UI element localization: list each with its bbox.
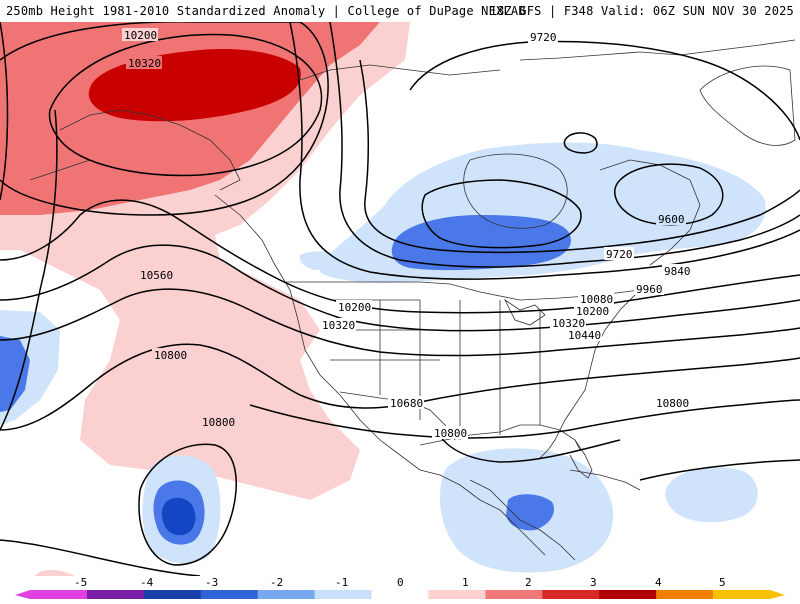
contour-label: 9720 (528, 30, 558, 44)
svg-text:10320: 10320 (552, 317, 585, 330)
colorbar-band (485, 590, 543, 599)
colorbar-band (713, 590, 771, 599)
negative-anomaly-region-7 (161, 497, 196, 536)
svg-text:10200: 10200 (338, 301, 371, 314)
contour-label: 10680 (388, 396, 424, 410)
colorbar-band (656, 590, 714, 599)
svg-text:10200: 10200 (576, 305, 609, 318)
colorbar-tick: -5 (74, 576, 87, 589)
colorbar-band (371, 590, 429, 599)
svg-text:9960: 9960 (636, 283, 663, 296)
contour-label: 10560 (138, 268, 174, 282)
colorbar-tick: 2 (525, 576, 532, 589)
svg-text:10560: 10560 (140, 269, 173, 282)
svg-text:9600: 9600 (658, 213, 685, 226)
colorbar-band (542, 590, 600, 599)
anomaly-colorbar: -5 -4 -3 -2 -1 0 1 2 3 4 5 (0, 576, 800, 600)
positive-anomaly-small (35, 570, 75, 576)
model-run-info: 18Z GFS | F348 Valid: 06Z SUN NOV 30 202… (489, 4, 794, 18)
svg-text:10800: 10800 (656, 397, 689, 410)
colorbar-ticks: -5 -4 -3 -2 -1 0 1 2 3 4 5 (74, 576, 726, 589)
colorbar-band (30, 590, 88, 599)
contour-label: 10800 (654, 396, 690, 410)
svg-text:10080: 10080 (580, 293, 613, 306)
height-contours (0, 22, 800, 576)
colorbar-tick: -3 (205, 576, 218, 589)
colorbar-band (86, 590, 145, 599)
colorbar-band (599, 590, 657, 599)
svg-text:10320: 10320 (322, 319, 355, 332)
svg-text:9720: 9720 (606, 248, 633, 261)
contour-label: 9840 (662, 264, 692, 278)
svg-text:10800: 10800 (154, 349, 187, 362)
svg-text:9840: 9840 (664, 265, 691, 278)
svg-text:10440: 10440 (568, 329, 601, 342)
contour-label: 10320 (550, 316, 586, 330)
map-title: 250mb Height 1981-2010 Standardized Anom… (6, 4, 526, 18)
contour-label: 10200 (336, 300, 372, 314)
colorbar-tick: -2 (270, 576, 283, 589)
svg-text:10320: 10320 (128, 57, 161, 70)
svg-text:10800: 10800 (434, 427, 467, 440)
title-bar: 250mb Height 1981-2010 Standardized Anom… (0, 0, 800, 22)
colorbar-tick: 5 (719, 576, 726, 589)
svg-text:10680: 10680 (390, 397, 423, 410)
contour-label: 10200 (122, 28, 158, 42)
colorbar-band (143, 590, 202, 599)
colorbar-right-arrow (770, 590, 785, 599)
svg-text:9720: 9720 (530, 31, 557, 44)
contour-label: 10800 (200, 415, 236, 429)
svg-text:10200: 10200 (124, 29, 157, 42)
contour-label: 10320 (126, 56, 162, 70)
colorbar-band (257, 590, 316, 599)
contour-label: 9600 (656, 212, 686, 226)
contour-label: 10080 (578, 292, 614, 306)
negative-anomaly-region-11 (299, 251, 341, 270)
colorbar-tick: 3 (590, 576, 597, 589)
anomaly-map: 10200 10320 9720 9600 9720 9840 9960 100… (0, 22, 800, 576)
colorbar-tick: 1 (462, 576, 469, 589)
contour-label: 9960 (634, 282, 664, 296)
colorbar-tick: 0 (397, 576, 404, 589)
colorbar-tick: -4 (140, 576, 154, 589)
contour-label: 10440 (566, 328, 602, 342)
contour-labels: 10200 10320 9720 9600 9720 9840 9960 100… (122, 28, 692, 440)
geographic-outlines (29, 39, 796, 561)
negative-anomaly-region-10 (665, 467, 758, 523)
colorbar-bands (30, 590, 771, 599)
negative-anomaly-region-4 (0, 336, 30, 412)
anomaly-shading (0, 22, 766, 576)
contour-label: 10200 (574, 304, 610, 318)
svg-text:10800: 10800 (202, 416, 235, 429)
negative-anomaly-region-2 (391, 215, 571, 271)
contour-label: 9720 (604, 247, 634, 261)
colorbar-tick: 4 (655, 576, 662, 589)
colorbar-band (200, 590, 259, 599)
colorbar-band (428, 590, 486, 599)
contour-label: 10800 (432, 426, 468, 440)
contour-label: 10320 (320, 318, 356, 332)
contour-label: 10800 (152, 348, 188, 362)
colorbar-tick: -1 (335, 576, 348, 589)
negative-anomaly-region-9 (506, 494, 555, 531)
colorbar-left-arrow (15, 590, 30, 599)
colorbar-band (314, 590, 373, 599)
